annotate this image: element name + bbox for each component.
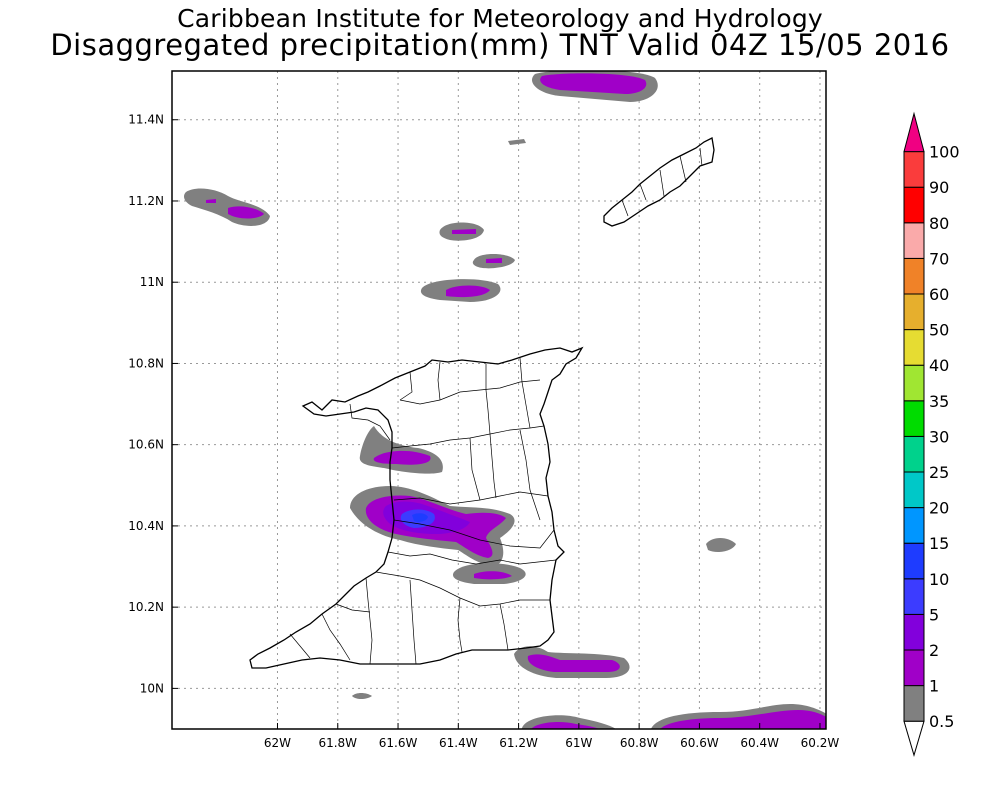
colorbar-swatch	[903, 329, 925, 366]
y-axis: 10N 10.2N 10.4N 10.6N 10.8N 11N 11.2N 11.4N	[128, 113, 178, 695]
colorbar-label: 60	[929, 285, 949, 304]
x-tick-label: 61W	[565, 736, 592, 750]
coastlines	[249, 137, 715, 669]
x-tick-label: 60.6W	[680, 736, 719, 750]
x-axis: 62W 61.8W 61.6W 61.4W 61.2W 61W 60.8W 60.6W 60.4…	[264, 723, 839, 750]
colorbar-label: 80	[929, 214, 949, 233]
colorbar-swatch	[903, 685, 925, 722]
precip-cell-c	[420, 279, 501, 302]
colorbar-swatch	[903, 293, 925, 331]
y-tick-label: 10.6N	[128, 438, 164, 452]
y-tick-label: 10.4N	[128, 519, 164, 533]
precip-cell-main	[350, 486, 515, 566]
colorbar-lower-arrow	[903, 720, 925, 757]
x-tick-label: 62W	[264, 736, 291, 750]
precip-cell-southeast	[514, 646, 630, 678]
x-tick-label: 60.8W	[620, 736, 659, 750]
precip-cell-dash	[508, 139, 526, 145]
x-tick-label: 61.6W	[379, 736, 418, 750]
colorbar-swatch	[903, 400, 925, 437]
colorbar-label: 15	[929, 534, 949, 553]
admin-boundaries	[289, 147, 703, 665]
colorbar-label: 1	[929, 677, 939, 696]
colorbar-label: 100	[929, 143, 960, 162]
y-tick-label: 10.2N	[128, 600, 164, 614]
precip-cell-gulf-north	[359, 426, 443, 474]
colorbar-label: 25	[929, 463, 949, 482]
colorbar-upper-arrow	[903, 111, 925, 153]
title-line-2: Disaggregated precipitation(mm) TNT Vali…	[50, 28, 950, 62]
colorbar-swatch	[903, 186, 925, 224]
colorbar-swatch	[903, 151, 925, 188]
colorbar-swatch	[903, 257, 925, 295]
colorbar-label: 10	[929, 570, 949, 589]
plot-frame	[171, 70, 827, 730]
colorbar-swatch	[903, 507, 925, 544]
precip-cell-bottom-left	[521, 715, 616, 729]
trinidad-coast	[249, 346, 584, 669]
colorbar-swatch	[903, 364, 925, 402]
colorbar-label: 2	[929, 641, 939, 660]
tobago-coast	[603, 137, 715, 227]
y-tick-label: 11N	[140, 275, 164, 289]
x-tick-label: 61.2W	[499, 736, 538, 750]
colorbar-swatch	[903, 471, 925, 509]
x-tick-label: 60.4W	[740, 736, 779, 750]
x-tick-label: 61.8W	[318, 736, 357, 750]
colorbar-label: 20	[929, 499, 949, 518]
y-tick-label: 11.4N	[128, 113, 164, 127]
colorbar-swatch	[903, 435, 925, 473]
colorbar-label: 5	[929, 605, 939, 624]
title-line-1: Caribbean Institute for Meteorology and …	[177, 4, 823, 33]
graticule	[172, 71, 826, 729]
y-tick-label: 11.2N	[128, 194, 164, 208]
colorbar-label: 35	[929, 392, 949, 411]
precip-cell-north	[532, 71, 658, 102]
precip-cell-b	[472, 254, 515, 269]
colorbar-label: 70	[929, 249, 949, 268]
y-tick-label: 10.8N	[128, 356, 164, 370]
colorbar-label: 50	[929, 321, 949, 340]
colorbar-label: 30	[929, 427, 949, 446]
precip-field	[184, 71, 826, 729]
colorbar-swatch	[903, 578, 925, 615]
precip-cell-east	[706, 538, 736, 552]
colorbar-swatch	[903, 222, 925, 259]
x-tick-label: 61.4W	[439, 736, 478, 750]
colorbar-swatch	[903, 649, 925, 687]
colorbar-label: 40	[929, 356, 949, 375]
colorbar-swatch	[903, 542, 925, 580]
precip-cell-a	[439, 222, 484, 241]
precip-cell-south	[452, 563, 526, 584]
colorbar-label: 0.5	[929, 712, 954, 731]
x-tick-label: 60.2W	[801, 736, 840, 750]
colorbar-label: 90	[929, 178, 949, 197]
precip-cell-west	[184, 188, 270, 226]
y-tick-label: 10N	[140, 681, 164, 695]
precip-cell-bottom-right	[651, 704, 826, 729]
precip-cell-dot	[352, 693, 372, 699]
colorbar-swatch	[903, 613, 925, 651]
